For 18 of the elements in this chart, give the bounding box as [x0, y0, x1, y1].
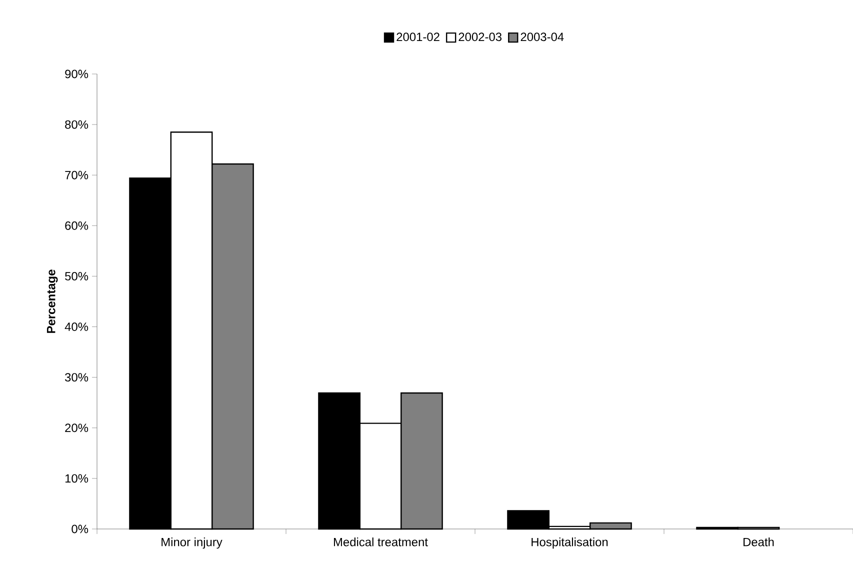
- legend-label: 2003-04: [520, 32, 564, 42]
- y-tick-label: 70%: [65, 170, 88, 180]
- y-tick-label: 0%: [72, 524, 88, 534]
- y-tick-label: 20%: [65, 424, 88, 432]
- legend-label: 2002-03: [458, 32, 502, 42]
- x-tick-label: Death: [744, 538, 774, 546]
- y-tick-label: 40%: [64, 322, 88, 331]
- legend-label: 2001-02: [396, 32, 440, 42]
- x-tick-label: Medical treatment: [334, 538, 428, 546]
- y-tick-label: 60%: [65, 221, 88, 230]
- y-tick-label: 30%: [65, 373, 88, 382]
- y-tick-label: 80%: [65, 120, 88, 129]
- y-axis-title: Percentage: [46, 270, 58, 333]
- x-tick-label: Minor injury: [162, 538, 222, 549]
- y-tick-label: 50%: [65, 272, 88, 280]
- y-tick-label: 90%: [65, 70, 88, 78]
- x-tick-label: Hospitalisation: [532, 538, 608, 549]
- y-tick-label: 10%: [65, 474, 88, 483]
